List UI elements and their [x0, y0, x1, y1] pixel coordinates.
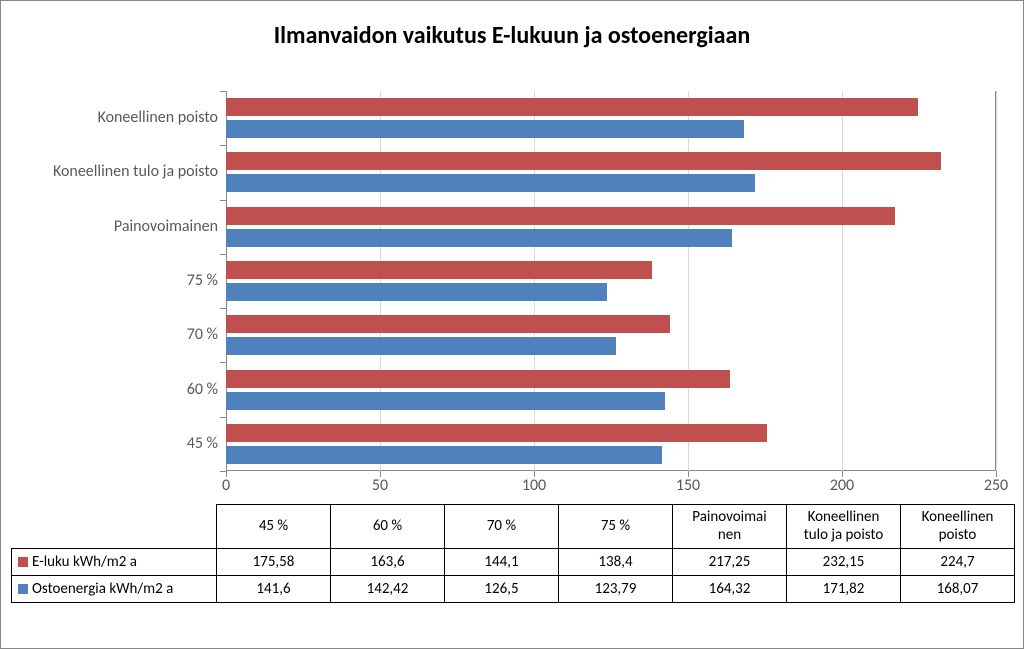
- data-cell: 142,42: [331, 576, 445, 603]
- chart-title: Ilmanvaidon vaikutus E-lukuun ja ostoene…: [1, 1, 1023, 60]
- data-cell: 144,1: [445, 549, 559, 576]
- x-tick-label: 250: [984, 476, 1008, 495]
- y-tick: [220, 308, 226, 309]
- bar-ostoenergia: [226, 283, 607, 301]
- table-blank-header: [12, 505, 217, 549]
- bar-e-luku: [226, 424, 767, 442]
- x-tick-label: 50: [372, 476, 388, 495]
- bar-e-luku: [226, 370, 730, 388]
- bar-ostoenergia: [226, 446, 662, 464]
- data-cell: 126,5: [445, 576, 559, 603]
- data-cell: 168,07: [901, 576, 1015, 603]
- data-cell: 224,7: [901, 549, 1015, 576]
- plot-area: [226, 91, 996, 471]
- data-cell: 175,58: [217, 549, 331, 576]
- table-column-header: 75 %: [559, 505, 673, 549]
- bar-ostoenergia: [226, 337, 616, 355]
- table-column-header: Painovoimainen: [673, 505, 787, 549]
- gridline: [380, 91, 381, 471]
- series-name: Ostoenergia kWh/m2 a: [32, 580, 173, 598]
- chart-container: Ilmanvaidon vaikutus E-lukuun ja ostoene…: [0, 0, 1024, 649]
- x-axis: [226, 470, 995, 471]
- table-column-header: 45 %: [217, 505, 331, 549]
- category-label: 70 %: [8, 325, 218, 344]
- bar-e-luku: [226, 315, 670, 333]
- y-tick: [220, 91, 226, 92]
- table-column-header: Koneellinenpoisto: [901, 505, 1015, 549]
- data-cell: 217,25: [673, 549, 787, 576]
- data-cell: 141,6: [217, 576, 331, 603]
- x-tick-label: 0: [222, 476, 230, 495]
- data-cell: 163,6: [331, 549, 445, 576]
- category-label: 45 %: [8, 434, 218, 453]
- data-table: 45 %60 %70 %75 %PainovoimainenKoneelline…: [11, 504, 1015, 603]
- series-label-cell: Ostoenergia kWh/m2 a: [12, 576, 217, 603]
- data-cell: 123,79: [559, 576, 673, 603]
- data-cell: 232,15: [787, 549, 901, 576]
- category-label: Painovoimainen: [8, 217, 218, 236]
- table-header-row: 45 %60 %70 %75 %PainovoimainenKoneelline…: [12, 505, 1015, 549]
- bar-e-luku: [226, 98, 918, 116]
- bar-ostoenergia: [226, 392, 665, 410]
- category-label: 60 %: [8, 380, 218, 399]
- table-column-header: Koneellinentulo ja poisto: [787, 505, 901, 549]
- legend-swatch: [18, 584, 28, 594]
- category-label: 75 %: [8, 271, 218, 290]
- data-cell: 164,32: [673, 576, 787, 603]
- gridline: [534, 91, 535, 471]
- bar-e-luku: [226, 261, 652, 279]
- bar-e-luku: [226, 152, 941, 170]
- bar-ostoenergia: [226, 229, 732, 247]
- table-row: E-luku kWh/m2 a 175,58163,6144,1138,4217,…: [12, 549, 1015, 576]
- gridline: [688, 91, 689, 471]
- bar-ostoenergia: [226, 120, 744, 138]
- y-tick: [220, 471, 226, 472]
- table-column-header: 70 %: [445, 505, 559, 549]
- series-name: E-luku kWh/m2 a: [32, 553, 137, 571]
- y-tick: [220, 254, 226, 255]
- x-tick-label: 100: [522, 476, 546, 495]
- y-axis: [226, 91, 227, 471]
- x-tick-label: 200: [830, 476, 854, 495]
- gridline: [996, 91, 997, 471]
- series-label-cell: E-luku kWh/m2 a: [12, 549, 217, 576]
- category-label: Koneellinen tulo ja poisto: [8, 162, 218, 181]
- y-tick: [220, 362, 226, 363]
- table-column-header: 60 %: [331, 505, 445, 549]
- legend-swatch: [18, 557, 28, 567]
- y-tick: [220, 417, 226, 418]
- x-tick-label: 150: [676, 476, 700, 495]
- gridline: [842, 91, 843, 471]
- table-row: Ostoenergia kWh/m2 a 141,6142,42126,5123,…: [12, 576, 1015, 603]
- bar-ostoenergia: [226, 174, 755, 192]
- category-label: Koneellinen poisto: [8, 108, 218, 127]
- table-body: 45 %60 %70 %75 %PainovoimainenKoneelline…: [12, 505, 1015, 603]
- data-cell: 171,82: [787, 576, 901, 603]
- y-tick: [220, 145, 226, 146]
- bar-e-luku: [226, 207, 895, 225]
- data-cell: 138,4: [559, 549, 673, 576]
- y-tick: [220, 200, 226, 201]
